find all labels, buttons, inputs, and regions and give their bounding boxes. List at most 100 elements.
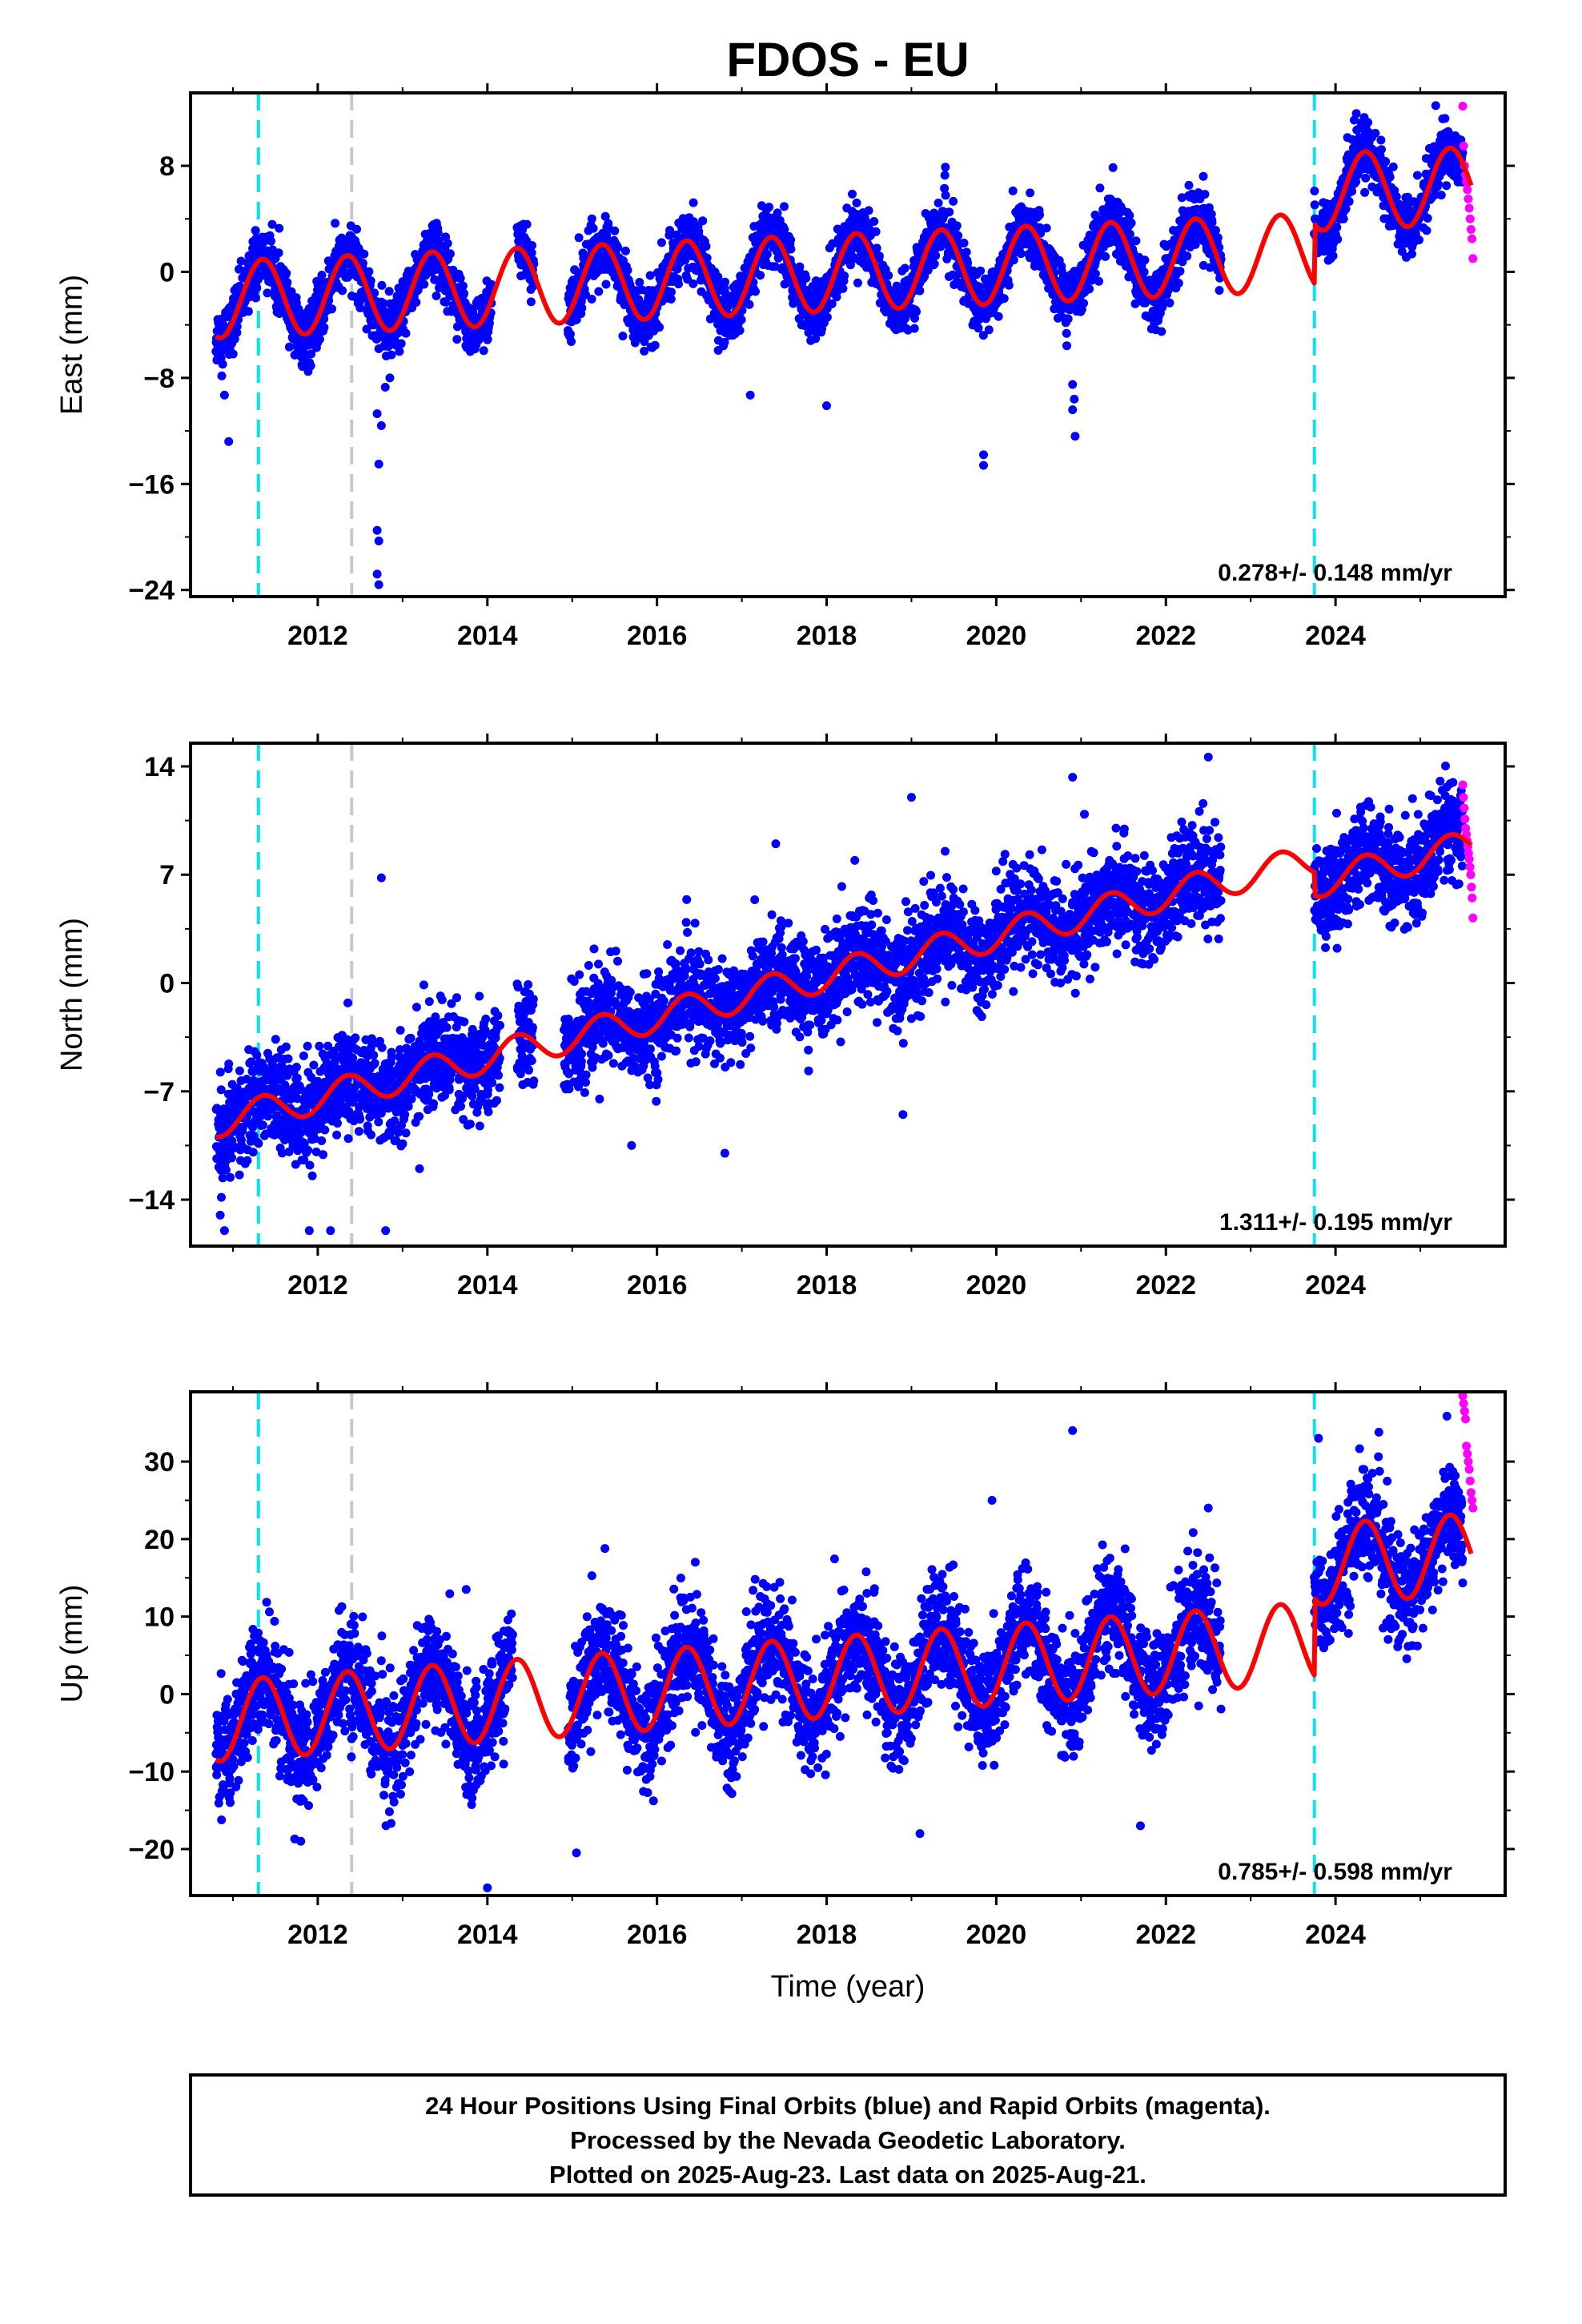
y-tick-label: −24 [128,576,175,606]
data-point [811,334,821,344]
data-point [420,279,429,289]
data-point [292,1073,302,1083]
data-point [307,1171,317,1180]
data-point [299,1051,308,1060]
data-point [456,274,465,283]
data-point [243,307,253,316]
data-point [284,342,294,352]
y-tick-label: −16 [128,469,175,500]
data-point [1042,223,1051,233]
data-point [959,239,969,247]
data-point [853,278,862,287]
outlier-point [1070,394,1079,404]
outlier-point [372,525,382,535]
data-point [994,312,1003,321]
data-point [232,322,242,332]
data-point [984,325,994,335]
x-tick-label: 2020 [966,621,1027,651]
data-point [976,266,986,275]
data-point [236,256,246,266]
data-point [235,1170,244,1180]
data-point [701,242,711,251]
data-point [723,302,733,312]
data-point [395,347,404,356]
data-point [283,278,292,287]
data-point [218,360,227,369]
data-point [912,307,921,316]
data-point [1339,214,1348,223]
data-point [227,1153,236,1163]
data-point [1165,298,1174,308]
data-point [640,347,649,356]
data-point [1434,179,1443,189]
data-point [317,1136,327,1145]
data-point [401,328,411,338]
data-point [934,199,943,207]
outlier-point [1068,380,1078,389]
data-point [655,323,664,332]
data-point [1310,187,1319,195]
data-point [1422,226,1431,235]
data-point [962,247,971,257]
data-point [1079,299,1089,308]
data-point [872,243,881,253]
data-point [317,271,327,279]
outlier-point [822,401,832,411]
data-point [1363,118,1373,127]
data-point [720,337,729,347]
data-point [1377,145,1386,155]
data-point [377,280,387,290]
data-point [838,283,848,293]
data-point [1388,162,1398,171]
data-point [952,221,962,231]
data-point [332,1130,342,1140]
data-point [915,286,925,296]
data-point [370,288,379,298]
outlier-point [941,163,950,172]
y-axis-label: East (mm) [55,275,89,415]
x-tick-label: 2018 [797,621,857,651]
y-tick-label: 0 [159,257,175,287]
data-point [1385,172,1395,182]
data-point [1140,255,1150,265]
data-point [1347,187,1357,196]
data-point [1191,239,1200,249]
data-point [954,231,963,240]
data-point [900,263,909,273]
x-tick-label: 2016 [627,621,688,651]
data-point [307,349,316,359]
data-point [379,299,388,308]
data-point [359,249,369,259]
data-point [594,287,604,296]
data-point [443,239,452,248]
data-point [526,297,536,307]
data-point [528,241,536,250]
data-point [786,235,796,245]
rapid-point [1464,203,1474,213]
data-point [281,1042,291,1051]
data-point [963,258,973,267]
data-point [1371,128,1380,138]
data-point [1063,314,1073,324]
data-point [1062,328,1071,338]
outlier-point [374,536,383,545]
rapid-point [1468,254,1478,263]
outlier-point [374,580,383,589]
data-point [630,338,640,348]
data-point [251,226,260,235]
data-point [698,216,708,226]
data-point [1415,235,1423,245]
data-point [751,287,760,296]
data-point [587,295,596,304]
data-point [1126,219,1136,227]
data-point [949,196,958,206]
data-point [522,219,532,229]
outlier-point [376,420,386,430]
data-point [1125,211,1134,220]
data-point [271,1035,280,1044]
data-point [252,283,262,292]
data-point [358,259,367,268]
outlier-point [372,569,382,579]
data-point [1157,327,1166,336]
data-point [702,253,712,263]
